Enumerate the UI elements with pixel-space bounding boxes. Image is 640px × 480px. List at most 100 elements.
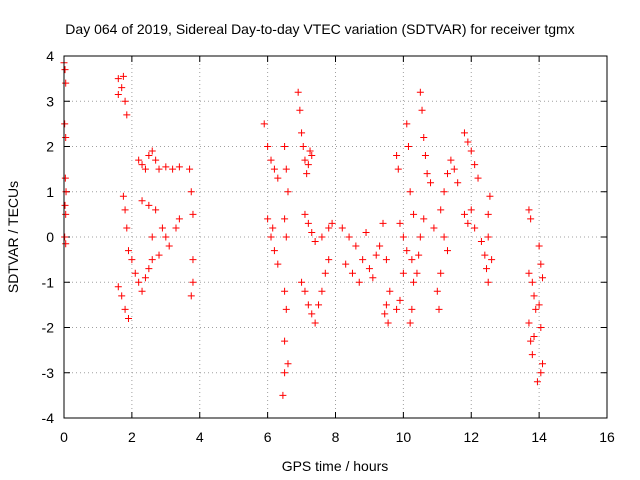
data-point — [145, 152, 153, 160]
data-point — [396, 296, 404, 304]
y-tick-label: 4 — [46, 48, 54, 64]
data-point — [410, 210, 418, 218]
data-point — [62, 79, 70, 87]
data-point — [308, 310, 316, 318]
data-point — [281, 337, 289, 345]
data-point — [420, 133, 428, 141]
data-point — [440, 233, 448, 241]
data-point — [437, 206, 445, 214]
data-point — [535, 301, 543, 309]
data-point — [318, 233, 326, 241]
x-tick-label: 8 — [332, 429, 340, 445]
data-point — [298, 278, 306, 286]
data-point — [396, 219, 404, 227]
data-point — [413, 269, 421, 277]
data-point — [187, 188, 195, 196]
data-point — [114, 283, 122, 291]
data-point — [403, 120, 411, 128]
data-point — [359, 256, 367, 264]
y-tick-label: 3 — [46, 93, 54, 109]
y-tick-labels: -4 -3 -2 -1 0 1 2 3 4 — [42, 48, 55, 426]
data-point — [175, 163, 183, 171]
data-point — [471, 161, 479, 169]
data-point — [416, 233, 424, 241]
data-point — [420, 215, 428, 223]
data-point — [421, 152, 429, 160]
data-point — [267, 156, 275, 164]
plot-frame — [63, 55, 608, 419]
data-point — [135, 156, 143, 164]
x-tick-label: 16 — [599, 429, 615, 445]
data-point — [308, 228, 316, 236]
data-point — [440, 188, 448, 196]
data-point — [528, 278, 536, 286]
data-point — [393, 152, 401, 160]
data-point — [121, 305, 129, 313]
data-point — [138, 161, 146, 169]
data-point — [435, 305, 443, 313]
data-point — [477, 238, 485, 246]
data-point — [539, 274, 547, 282]
data-point — [525, 269, 533, 277]
y-axis-label: SDTVAR / TECUs — [5, 181, 21, 293]
data-point — [155, 251, 163, 259]
data-point — [532, 305, 540, 313]
data-point — [264, 215, 272, 223]
data-point — [537, 260, 545, 268]
data-point — [328, 219, 336, 227]
data-point — [384, 319, 392, 327]
data-point — [299, 143, 307, 150]
x-tick-label: 2 — [128, 429, 136, 445]
data-point — [294, 88, 302, 96]
data-point — [114, 75, 122, 83]
data-point — [454, 179, 462, 187]
data-point — [282, 233, 290, 241]
data-point — [175, 215, 183, 223]
data-point — [484, 210, 492, 218]
data-point — [189, 256, 197, 264]
data-point — [281, 287, 289, 295]
data-point — [342, 260, 350, 268]
data-point — [315, 301, 323, 309]
data-point — [304, 219, 312, 227]
data-point — [162, 163, 170, 171]
data-point — [62, 210, 70, 218]
data-point — [430, 224, 438, 232]
y-tick-label: -4 — [42, 410, 55, 426]
data-point — [172, 224, 180, 232]
data-point — [62, 240, 70, 248]
data-point — [488, 256, 496, 264]
data-point — [338, 224, 346, 232]
data-point — [533, 378, 541, 386]
data-point — [427, 179, 435, 187]
data-point — [535, 242, 543, 250]
data-point — [416, 88, 424, 96]
data-point — [408, 256, 416, 264]
data-point — [447, 156, 455, 164]
data-point — [406, 319, 414, 327]
data-point — [393, 305, 401, 313]
y-tick-label: 2 — [46, 139, 54, 155]
data-point — [527, 337, 535, 345]
data-point — [61, 201, 69, 209]
data-point — [418, 106, 426, 114]
data-point — [135, 278, 143, 286]
data-point — [124, 314, 132, 322]
data-point — [528, 351, 536, 359]
data-point — [158, 224, 166, 232]
data-point — [152, 206, 160, 214]
data-point — [404, 143, 412, 150]
data-point — [62, 133, 70, 141]
data-point — [525, 319, 533, 327]
data-point — [321, 269, 329, 277]
data-point — [119, 192, 127, 200]
data-point — [128, 256, 136, 264]
data-point — [537, 324, 545, 331]
data-point — [304, 301, 312, 309]
data-point — [131, 269, 139, 277]
data-point — [379, 219, 387, 227]
data-point — [152, 156, 160, 164]
data-point — [365, 265, 373, 273]
data-point — [410, 278, 418, 286]
data-point — [269, 224, 277, 232]
